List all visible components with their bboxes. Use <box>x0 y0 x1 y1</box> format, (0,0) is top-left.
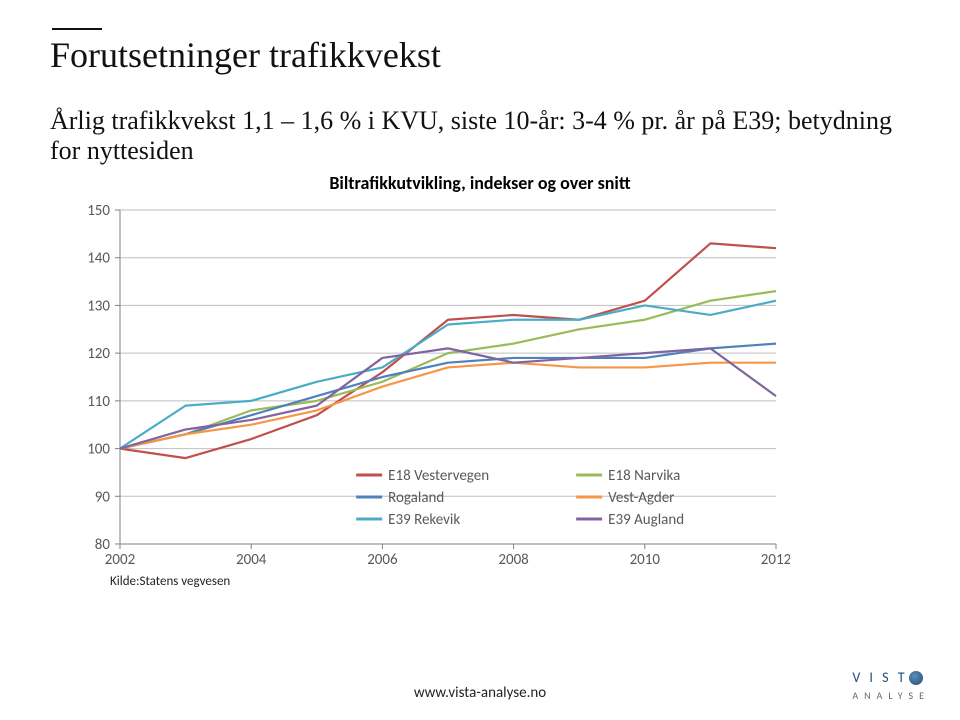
svg-text:Vest-Agder: Vest-Agder <box>608 489 674 507</box>
svg-text:2012: 2012 <box>761 551 790 569</box>
chart-title: Biltrafikkutvikling, indekser og over sn… <box>70 172 890 194</box>
svg-text:E39 Augland: E39 Augland <box>608 511 684 529</box>
svg-text:130: 130 <box>87 297 110 315</box>
svg-text:E18 Vestervegen: E18 Vestervegen <box>388 467 489 485</box>
svg-text:2002: 2002 <box>105 551 135 569</box>
svg-text:Rogaland: Rogaland <box>388 489 444 507</box>
svg-text:2004: 2004 <box>236 551 267 569</box>
svg-text:E39 Rekevik: E39 Rekevik <box>388 511 460 529</box>
svg-text:150: 150 <box>87 202 110 220</box>
svg-text:140: 140 <box>87 250 110 268</box>
svg-text:2010: 2010 <box>630 551 661 569</box>
slide: Forutsetninger trafikkvekst Årlig trafik… <box>0 0 960 720</box>
title-rule <box>52 28 102 30</box>
footer-url: www.vista-analyse.no <box>0 684 960 702</box>
logo-globe-icon <box>909 671 923 685</box>
chart-source: Kilde:Statens vegvesen <box>110 574 890 589</box>
page-title: Forutsetninger trafikkvekst <box>50 34 910 76</box>
chart-container: Biltrafikkutvikling, indekser og over sn… <box>70 172 890 632</box>
svg-text:2006: 2006 <box>367 551 398 569</box>
line-chart: 8090100110120130140150200220042006200820… <box>70 202 790 572</box>
svg-text:100: 100 <box>87 441 110 459</box>
svg-text:90: 90 <box>95 488 111 506</box>
svg-text:110: 110 <box>87 393 110 411</box>
logo-line1: V I S T <box>852 669 907 686</box>
svg-text:120: 120 <box>87 345 110 363</box>
svg-text:E18 Narvika: E18 Narvika <box>608 467 680 485</box>
vista-logo: V I S T ANALYSE <box>852 668 930 706</box>
svg-text:2008: 2008 <box>498 551 528 569</box>
logo-line2: ANALYSE <box>852 689 930 702</box>
page-subtitle: Årlig trafikkvekst 1,1 – 1,6 % i KVU, si… <box>50 106 910 166</box>
